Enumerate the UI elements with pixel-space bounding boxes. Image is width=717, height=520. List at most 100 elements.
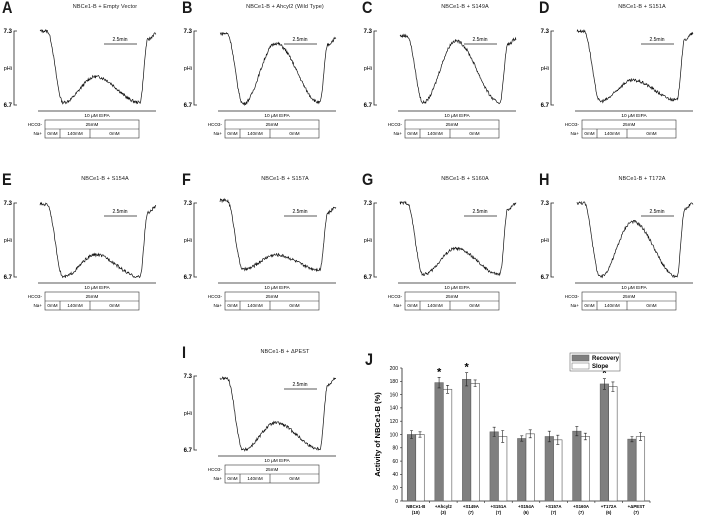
trace-plot: 7.3 6.7 pHi 2.5min 10 μM EIPA HCO3- Na+ 25mM 0mM… [184,197,337,311]
bar-recovery [544,436,554,502]
y-axis [373,30,377,106]
trace-panel-B: B NBCe1-B + Ahcyl2 (Wild Type) 7.3 6.7 pHi 2.… [180,0,358,160]
bar-slope [608,386,618,502]
na-step-value: 140mM [604,131,619,136]
panel-letter-C: C [362,0,373,17]
sample-size-label: (7) [551,510,557,515]
y-axis-label: pHi [364,66,372,72]
na-row-label: Na+ [213,131,222,136]
hco3-row-label: HCO3- [565,122,580,127]
hco3-row-label: HCO3- [208,122,223,127]
time-scale-label: 2.5min [292,209,307,215]
y-tick-label: 6.7 [184,103,193,109]
hco3-row-label: HCO3- [28,294,43,299]
y-axis [373,202,377,278]
time-scale-label: 2.5min [292,37,307,43]
hco3-row-label: HCO3- [208,467,223,472]
hco3-value: 25mM [86,294,99,299]
ph-trace-line [219,31,337,107]
sample-size-label: (3) [441,510,447,515]
y-tick-label: 140 [390,406,399,412]
panel-letter-B: B [182,0,193,17]
na-step-value: 0mM [469,131,479,136]
y-tick-label: 100 [390,432,399,438]
eipa-label: 10 μM EIPA [264,113,290,119]
eipa-label: 10 μM EIPA [444,285,470,291]
trace-plot: 7.3 6.7 pHi 2.5min 10 μM EIPA HCO3- Na+ 25mM 0mM… [364,200,517,311]
y-axis [193,30,197,106]
trace-panel-E: E NBCe1-B + S154A 7.3 6.7 pHi 2.5min 10 μM EIP… [0,170,178,332]
error-bar [492,426,496,437]
na-step-value: 0mM [469,303,479,308]
y-axis-label: pHi [4,238,12,244]
na-step-value: 0mM [227,476,237,481]
y-axis [550,202,554,278]
panel-title: NBCe1-B + Ahcyl2 (Wild Type) [246,4,324,10]
panel-title: NBCe1-B + S157A [261,176,309,182]
y-tick-label: 0 [395,499,398,505]
y-axis [193,375,197,451]
na-step-value: 0mM [289,131,299,136]
na-step-value: 0mM [109,131,119,136]
legend-swatch-slope [571,362,590,370]
panel-title: NBCe1-B + Empty Vector [72,4,138,10]
eipa-label: 10 μM EIPA [444,113,470,119]
y-axis [13,202,17,278]
error-bar [520,435,524,442]
y-tick-label: 7.3 [4,29,13,35]
panel-letter-F: F [182,170,191,189]
trace-panel-D: D NBCe1-B + S151A 7.3 6.7 pHi 2.5min 10 μM EIP… [537,0,715,160]
panel-title: NBCe1-B + S154A [81,176,129,182]
panel-letter-H: H [539,170,550,189]
significance-marker: * [437,366,442,378]
na-row-label: Na+ [33,131,42,136]
x-tick-label: +T172A [601,504,618,509]
y-tick-label: 6.7 [364,103,373,109]
x-tick-label: +S157A [546,504,563,509]
ph-trace-line [399,200,517,277]
x-tick-label: +S149A [463,504,480,509]
y-axis [550,30,554,106]
hco3-row-label: HCO3- [208,294,223,299]
hco3-value: 25mM [266,294,279,299]
y-tick-label: 6.7 [541,275,550,281]
sample-size-label: (7) [578,510,584,515]
na-step-value: 0mM [289,303,299,308]
panel-letter-E: E [2,170,12,189]
trace-plot: 7.3 6.7 pHi 2.5min 10 μM EIPA HCO3- Na+ 25mM 0mM… [364,29,517,139]
time-scale-label: 2.5min [472,37,487,43]
error-bar [437,377,441,389]
trace-panel-I: I NBCe1-B + ΔPEST 7.3 6.7 pHi 2.5min 10 μM EIP… [180,343,358,505]
y-axis-label: pHi [4,66,12,72]
y-axis [193,202,197,278]
na-step-value: 140mM [604,303,619,308]
sample-size-label: (6) [523,510,529,515]
y-tick-label: 6.7 [541,103,550,109]
na-step-value: 0mM [109,303,119,308]
y-tick-label: 40 [392,472,398,478]
trace-panel-H: H NBCe1-B + T172A 7.3 6.7 pHi 2.5min 10 μM EIP… [537,170,715,332]
na-step-value: 140mM [247,476,262,481]
error-bar [630,436,634,443]
bar-slope [470,382,480,502]
ph-trace-line [219,376,336,452]
y-tick-label: 6.7 [4,275,13,281]
trace-panel-F: F NBCe1-B + S157A 7.3 6.7 pHi 2.5min 10 μM EIP… [180,170,358,332]
na-step-value: 140mM [427,303,442,308]
na-step-value: 140mM [247,303,262,308]
hco3-value: 25mM [266,122,279,127]
hco3-row-label: HCO3- [28,122,43,127]
trace-plot: 7.3 6.7 pHi 2.5min 10 μM EIPA HCO3- Na+ 25mM 0mM… [184,374,336,484]
na-step-value: 0mM [584,303,594,308]
legend-swatch-recovery [571,354,590,362]
y-tick-label: 80 [392,446,398,452]
time-scale-label: 2.5min [112,37,127,43]
na-row-label: Na+ [33,303,42,308]
error-bar [528,429,532,439]
bar-chart-J: 0 20 40 60 80 100 120 140 160 180 200 Activity of N… [373,352,651,515]
na-row-label: Na+ [213,303,222,308]
y-tick-label: 7.3 [184,29,193,35]
error-bar [501,430,505,443]
sample-size-label: (7) [634,510,640,515]
y-axis-label: pHi [184,238,192,244]
